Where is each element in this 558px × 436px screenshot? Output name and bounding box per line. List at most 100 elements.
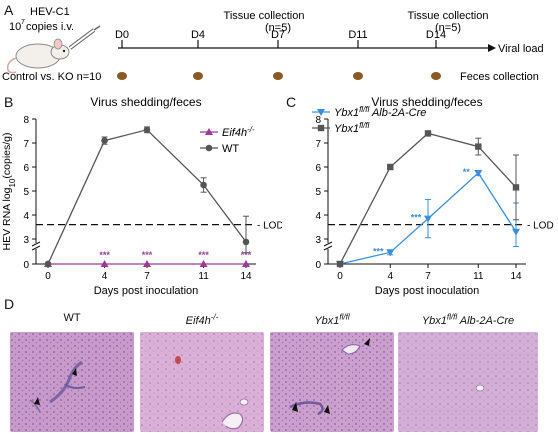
histology-image-wt <box>10 332 134 432</box>
legend-label: Eif4h-/- <box>222 125 255 140</box>
x-axis-label: Days post inoculation <box>94 285 199 297</box>
dose-base: 10 <box>9 21 21 33</box>
experiment-timeline: HEV-C1 10 7 copies i.v. Control vs. KO n… <box>2 6 544 83</box>
arrowhead-icon <box>72 368 77 376</box>
histology-image-ybx1 <box>270 332 394 432</box>
timeline-day-label: D7 <box>271 29 285 41</box>
x-axis-label: Days post inoculation <box>375 285 480 297</box>
timeline-day-label: D4 <box>191 29 205 41</box>
series-line <box>47 129 247 265</box>
feces-icon <box>193 72 203 80</box>
y-tick-label: 6 <box>315 163 321 174</box>
timeline-day-label: D14 <box>426 29 446 41</box>
y-tick-label: 7 <box>315 139 321 150</box>
panel-label-c: C <box>286 94 297 110</box>
panel-label-d: D <box>4 296 15 312</box>
arrowhead-icon <box>364 338 370 346</box>
group-label: Control vs. KO n=10 <box>2 71 101 83</box>
y-tick-label: 5 <box>23 187 29 198</box>
y-tick-label: 8 <box>315 115 321 126</box>
histo-title-eif4h: Eif4h-/- <box>185 312 219 327</box>
legend-marker <box>317 109 325 116</box>
feces-icon <box>431 72 441 80</box>
feces-icon <box>273 72 283 80</box>
tissue-collection-1: Tissue collection <box>224 10 305 22</box>
chart-b-eif4h: Virus shedding/feces 0 3 4 5 6 7 8 0 4 7 11 14 Days p… <box>1 95 282 297</box>
chart-title: Virus shedding/feces <box>90 95 201 109</box>
data-point <box>475 143 482 150</box>
legend-label: Ybx1fl/fl Alb-2A-Cre <box>334 105 426 120</box>
data-point <box>512 228 520 236</box>
x-tick-label: 0 <box>45 271 51 282</box>
lod-label: - LOD <box>257 221 282 232</box>
arrowhead-icon <box>34 397 40 405</box>
y-tick-label: 0 <box>23 260 29 271</box>
x-tick-label: 11 <box>198 271 209 282</box>
histo-title-ybx1-cre: Ybx1fl/fl Alb-2A-Cre <box>421 312 515 327</box>
data-point <box>336 260 344 268</box>
panel-label-b: B <box>4 94 14 110</box>
virus-label: HEV-C1 <box>30 6 70 18</box>
histo-title-wt: WT <box>63 312 81 324</box>
y-tick-label: 5 <box>315 187 321 198</box>
significance-label: *** <box>373 246 384 256</box>
data-point <box>424 215 432 223</box>
histology-image-eif4h <box>140 332 264 432</box>
data-point <box>512 184 520 191</box>
legend-label: WT <box>222 143 239 155</box>
viral-load-label: Viral load <box>498 43 544 55</box>
significance-label: *** <box>99 250 110 260</box>
histology-image-ybx1-cre <box>398 332 538 432</box>
significance-label: *** <box>411 213 422 223</box>
chart-c-ybx1: Virus shedding/feces 0 3 4 5 6 7 8 0 4 7 11 14 Days p… <box>312 95 554 297</box>
axis-break-mark <box>31 241 41 247</box>
legend-label: Ybx1fl/fl <box>334 121 370 136</box>
tissue-n-1: (n=5) <box>265 22 291 34</box>
arrowhead-icon <box>324 405 330 414</box>
x-tick-label: 7 <box>144 271 150 282</box>
legend-marker <box>317 124 325 132</box>
syringe-icon <box>68 25 101 50</box>
data-point <box>199 260 208 267</box>
feces-collection-label: Feces collection <box>460 71 539 83</box>
histo-title-ybx1: Ybx1fl/fl <box>314 312 350 327</box>
x-tick-label: 11 <box>473 271 484 282</box>
data-point <box>143 126 151 134</box>
data-point <box>424 130 432 137</box>
significance-label: ** <box>463 167 471 177</box>
data-point <box>242 260 250 267</box>
tissue-n-2: (n=5) <box>435 22 461 34</box>
tissue-collection-2: Tissue collection <box>408 10 489 22</box>
data-point <box>101 137 108 144</box>
y-tick-label: 8 <box>23 115 29 126</box>
x-tick-label: 7 <box>425 271 431 282</box>
data-point <box>143 260 151 267</box>
y-tick-label: 4 <box>23 211 29 222</box>
data-point <box>200 181 207 189</box>
data-point <box>242 238 250 246</box>
x-tick-label: 4 <box>388 271 394 282</box>
mouse-icon <box>6 38 70 74</box>
y-tick-label: 7 <box>23 139 29 150</box>
feces-icon <box>353 72 363 80</box>
y-tick-label: 6 <box>23 163 29 174</box>
chart-title: Virus shedding/feces <box>371 95 482 109</box>
data-point <box>44 260 52 268</box>
data-point <box>386 249 395 257</box>
axis-break-mark <box>323 241 333 247</box>
timeline-day-label: D11 <box>348 29 367 41</box>
y-axis-label: HEV RNA log10(copies/g) <box>1 132 17 250</box>
lod-label: - LOD <box>527 221 554 232</box>
x-tick-label: 14 <box>510 271 522 282</box>
legend-marker <box>205 128 213 135</box>
feces-icon <box>117 72 127 80</box>
y-tick-label: 3 <box>23 235 29 246</box>
y-tick-label: 3 <box>315 235 321 246</box>
significance-label: *** <box>198 250 209 260</box>
axis-break-mark <box>31 245 41 251</box>
series-line <box>339 132 517 265</box>
timeline-day-label: D0 <box>115 29 129 41</box>
significance-label: *** <box>142 250 153 260</box>
dose-exp: 7 <box>21 19 25 26</box>
arrowhead-icon <box>292 402 298 412</box>
